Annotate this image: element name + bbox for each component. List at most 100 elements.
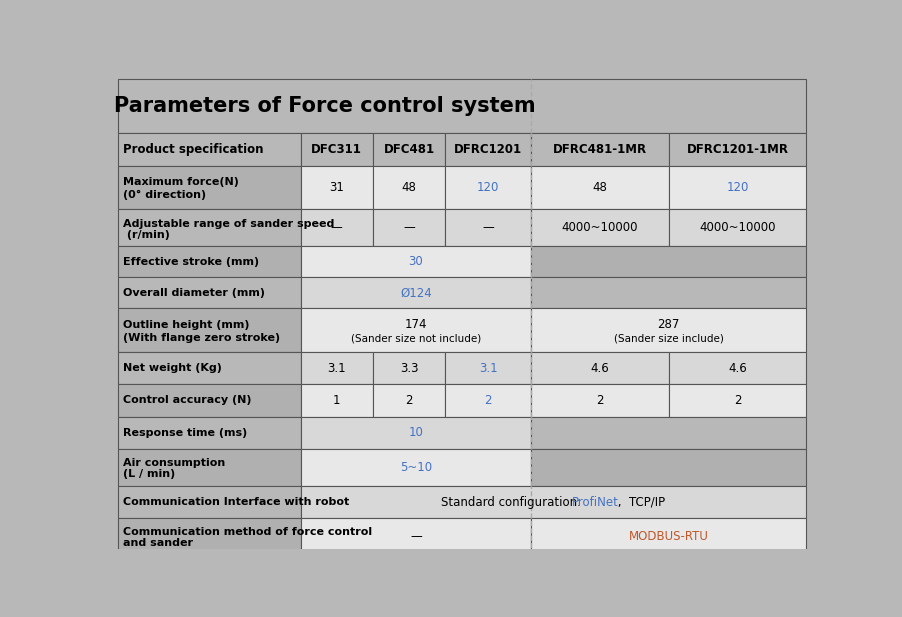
Text: Air consumption: Air consumption <box>124 458 226 468</box>
Bar <box>118 247 300 278</box>
Text: (L / min): (L / min) <box>124 469 176 479</box>
Text: 31: 31 <box>329 181 345 194</box>
Bar <box>118 209 300 247</box>
Bar <box>531 278 806 308</box>
Text: 2: 2 <box>405 394 413 407</box>
Text: DFRC1201-1MR: DFRC1201-1MR <box>686 143 788 156</box>
Text: 4.6: 4.6 <box>728 362 747 375</box>
Text: DFC481: DFC481 <box>383 143 435 156</box>
Bar <box>445 209 531 247</box>
Text: —: — <box>483 222 494 234</box>
Text: Response time (ms): Response time (ms) <box>124 428 247 437</box>
Bar <box>668 166 806 209</box>
Text: ProfiNet: ProfiNet <box>572 495 619 508</box>
Bar <box>668 209 806 247</box>
Bar <box>531 166 668 209</box>
Bar <box>118 449 300 486</box>
Bar <box>445 166 531 209</box>
Bar <box>300 133 373 166</box>
Bar <box>373 352 445 384</box>
Bar <box>531 352 668 384</box>
Bar <box>118 308 300 352</box>
Bar <box>445 133 531 166</box>
Bar <box>300 352 373 384</box>
Text: Outline height (mm): Outline height (mm) <box>124 320 250 330</box>
Bar <box>300 416 531 449</box>
Text: 10: 10 <box>409 426 423 439</box>
Text: 174: 174 <box>405 318 427 331</box>
Text: —: — <box>331 222 343 234</box>
Bar <box>118 352 300 384</box>
Text: MODBUS-RTU: MODBUS-RTU <box>629 530 709 544</box>
Bar <box>445 384 531 416</box>
Bar <box>118 486 300 518</box>
Text: 48: 48 <box>401 181 417 194</box>
Text: 287: 287 <box>658 318 680 331</box>
Text: 120: 120 <box>477 181 500 194</box>
Bar <box>373 209 445 247</box>
Bar <box>531 384 668 416</box>
Bar <box>531 518 806 555</box>
Text: Ø124: Ø124 <box>400 286 432 299</box>
Bar <box>668 384 806 416</box>
Bar <box>373 133 445 166</box>
Text: 3.1: 3.1 <box>327 362 346 375</box>
Bar <box>373 166 445 209</box>
Bar <box>118 278 300 308</box>
Bar <box>300 518 531 555</box>
Text: Communication method of force control: Communication method of force control <box>124 528 373 537</box>
Text: Adjustable range of sander speed: Adjustable range of sander speed <box>124 218 335 228</box>
Text: 4.6: 4.6 <box>591 362 609 375</box>
Text: 30: 30 <box>409 255 423 268</box>
Text: Standard configuration:: Standard configuration: <box>441 495 588 508</box>
Text: —: — <box>410 530 422 544</box>
Text: 2: 2 <box>733 394 741 407</box>
Bar <box>118 416 300 449</box>
Text: (Sander size not include): (Sander size not include) <box>351 334 481 344</box>
Text: (r/min): (r/min) <box>124 230 170 239</box>
Bar <box>300 247 531 278</box>
Text: 5~10: 5~10 <box>400 461 432 474</box>
Text: and sander: and sander <box>124 539 193 549</box>
Text: Net weight (Kg): Net weight (Kg) <box>124 363 222 373</box>
Bar <box>531 416 806 449</box>
Text: 3.3: 3.3 <box>400 362 419 375</box>
Text: Product specification: Product specification <box>124 143 263 156</box>
Text: 2: 2 <box>596 394 603 407</box>
Text: Maximum force(N): Maximum force(N) <box>124 177 239 188</box>
Bar <box>531 209 668 247</box>
Bar <box>300 278 531 308</box>
Bar <box>531 308 806 352</box>
Text: 2: 2 <box>484 394 492 407</box>
Text: (Sander size include): (Sander size include) <box>613 334 723 344</box>
Text: 120: 120 <box>726 181 749 194</box>
Text: Effective stroke (mm): Effective stroke (mm) <box>124 257 260 267</box>
Text: 4000~10000: 4000~10000 <box>699 222 776 234</box>
Bar <box>118 518 300 555</box>
Text: Parameters of Force control system: Parameters of Force control system <box>114 96 536 116</box>
Bar <box>373 384 445 416</box>
Text: (0° direction): (0° direction) <box>124 191 207 201</box>
Text: 1: 1 <box>333 394 340 407</box>
Bar <box>118 384 300 416</box>
Text: Overall diameter (mm): Overall diameter (mm) <box>124 288 265 298</box>
Bar <box>118 166 300 209</box>
Text: 4000~10000: 4000~10000 <box>562 222 638 234</box>
Text: Control accuracy (N): Control accuracy (N) <box>124 395 252 405</box>
Bar <box>445 352 531 384</box>
Bar <box>300 308 531 352</box>
Text: DFRC481-1MR: DFRC481-1MR <box>553 143 647 156</box>
Bar <box>300 209 373 247</box>
Bar <box>531 133 668 166</box>
Bar <box>118 79 806 133</box>
Bar <box>300 449 531 486</box>
Bar <box>300 486 806 518</box>
Text: Communication Interface with robot: Communication Interface with robot <box>124 497 349 507</box>
Text: 3.1: 3.1 <box>479 362 497 375</box>
Bar <box>668 133 806 166</box>
Bar <box>118 133 300 166</box>
Bar <box>668 352 806 384</box>
Bar <box>300 384 373 416</box>
Text: ,  TCP/IP: , TCP/IP <box>613 495 665 508</box>
Text: DFRC1201: DFRC1201 <box>454 143 522 156</box>
